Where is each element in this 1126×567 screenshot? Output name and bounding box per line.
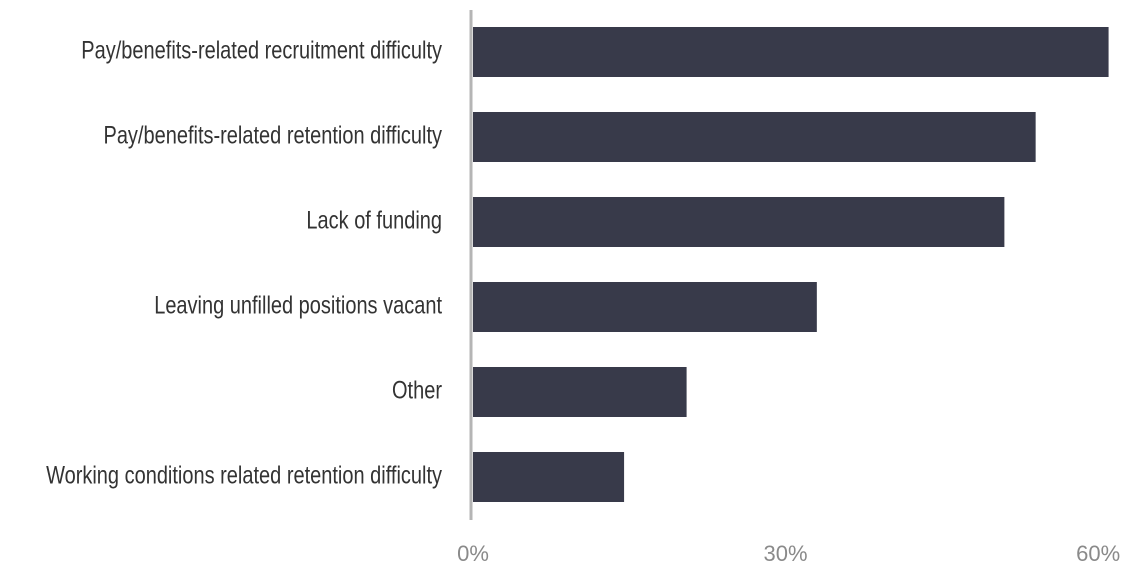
y-tick-label: Leaving unfilled positions vacant [154,292,442,320]
x-tick-label: 60% [1076,541,1120,566]
y-tick-label: Working conditions related retention dif… [46,462,443,490]
y-tick-label: Lack of funding [306,207,442,235]
y-tick-label: Pay/benefits-related recruitment difficu… [81,37,442,65]
x-tick-label: 0% [457,541,489,566]
y-tick-label: Other [392,377,442,405]
bar [473,27,1109,77]
y-tick-label: Pay/benefits-related retention difficult… [103,122,442,150]
bar [473,112,1036,162]
x-tick-label: 30% [764,541,808,566]
bar [473,452,625,502]
bar [473,282,817,332]
bar [473,367,687,417]
bar [473,197,1005,247]
